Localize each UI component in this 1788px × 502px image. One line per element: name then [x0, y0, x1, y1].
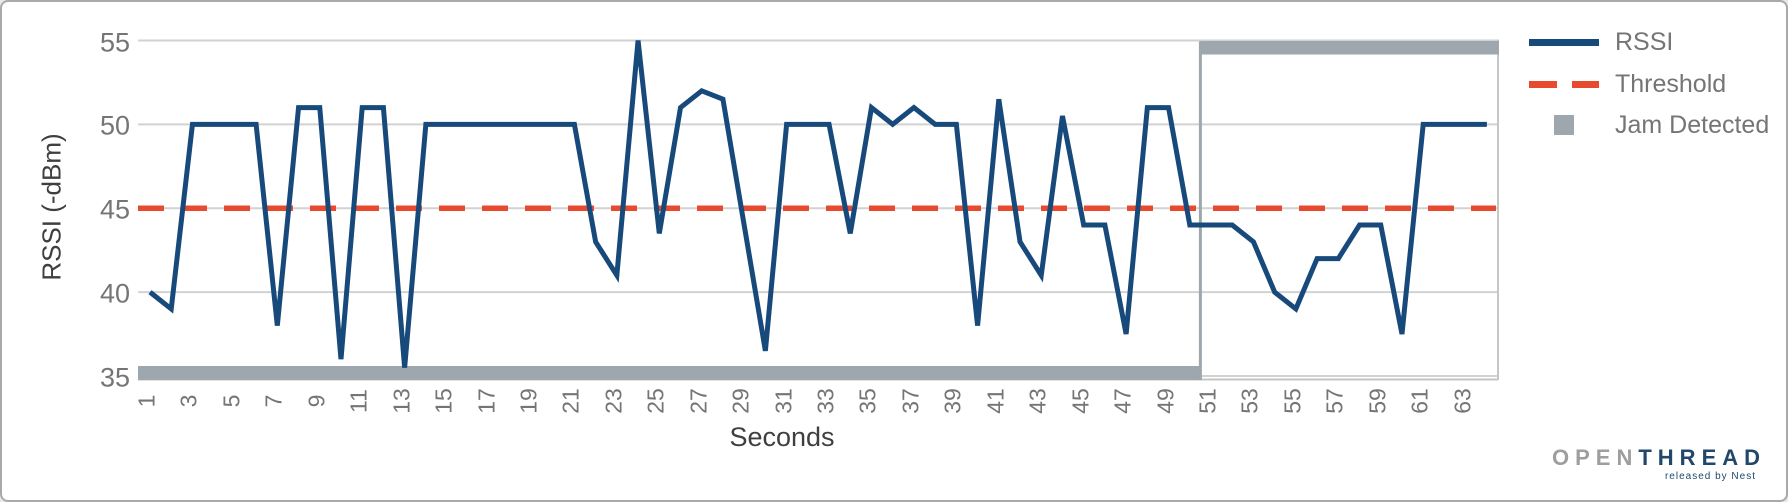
- x-tick-label: 41: [982, 388, 1009, 414]
- x-tick-label: 31: [770, 388, 797, 414]
- logo-tagline: released by Nest: [1664, 471, 1756, 483]
- jam-bar-high: [1200, 41, 1499, 55]
- jam-square-swatch: [1529, 111, 1599, 139]
- x-tick-label: 5: [218, 394, 245, 408]
- threshold-dash-swatch: [1529, 70, 1599, 98]
- x-tick-label: 11: [345, 389, 372, 413]
- x-tick-label: 63: [1449, 388, 1476, 414]
- x-tick-label: 45: [1067, 388, 1094, 414]
- x-tick-label: 43: [1024, 388, 1051, 414]
- x-tick-label: 33: [812, 388, 839, 414]
- legend-item-rssi: RSSI: [1529, 28, 1673, 56]
- y-tick-label: 50: [99, 110, 130, 141]
- x-tick-label: 17: [473, 388, 500, 414]
- x-tick-label: 29: [727, 388, 754, 414]
- jam-bar-low: [138, 366, 1201, 380]
- x-tick-label: 39: [939, 388, 966, 414]
- x-tick-label: 51: [1194, 388, 1221, 414]
- x-tick-label: 37: [897, 388, 924, 414]
- x-tick-label: 57: [1321, 388, 1348, 414]
- x-tick-label: 21: [557, 388, 584, 414]
- legend-label-rssi: RSSI: [1615, 27, 1674, 56]
- y-axis-title: RSSI (-dBm): [36, 133, 67, 281]
- y-tick-label: 35: [99, 362, 130, 393]
- x-tick-label: 7: [260, 394, 287, 408]
- x-tick-label: 13: [388, 388, 415, 414]
- y-tick-label: 40: [99, 278, 130, 309]
- x-tick-label: 3: [175, 394, 202, 408]
- x-tick-label: 59: [1364, 388, 1391, 414]
- x-tick-label: 9: [303, 394, 330, 408]
- y-tick-label: 45: [99, 194, 130, 225]
- rssi-line-swatch: [1529, 28, 1599, 56]
- x-tick-label: 49: [1152, 388, 1179, 414]
- x-tick-label: 27: [685, 388, 712, 414]
- x-tick-label: 35: [854, 388, 881, 414]
- openthread-wordmark: OPENTHREAD: [1552, 445, 1762, 470]
- legend-item-jam: Jam Detected: [1529, 111, 1769, 139]
- x-axis-title: Seconds: [729, 422, 835, 452]
- x-tick-label: 15: [430, 388, 457, 414]
- x-tick-label: 1: [133, 394, 160, 408]
- y-tick-label: 55: [99, 27, 130, 57]
- logo-open-text: OPEN: [1552, 445, 1639, 470]
- x-tick-label: 47: [1109, 388, 1136, 414]
- x-tick-label: 55: [1279, 388, 1306, 414]
- legend-label-threshold: Threshold: [1615, 69, 1727, 98]
- openthread-logo: OPENTHREAD released by Nest: [1552, 445, 1762, 483]
- x-tick-label: 25: [642, 388, 669, 414]
- x-tick-label: 61: [1406, 388, 1433, 414]
- rssi-line: [148, 40, 1487, 368]
- x-tick-label: 23: [600, 388, 627, 414]
- legend-item-threshold: Threshold: [1529, 70, 1726, 98]
- logo-thread-text: THREAD: [1638, 445, 1767, 470]
- x-tick-label: 53: [1236, 388, 1263, 414]
- legend-label-jam: Jam Detected: [1615, 110, 1770, 139]
- x-tick-label: 19: [515, 388, 542, 414]
